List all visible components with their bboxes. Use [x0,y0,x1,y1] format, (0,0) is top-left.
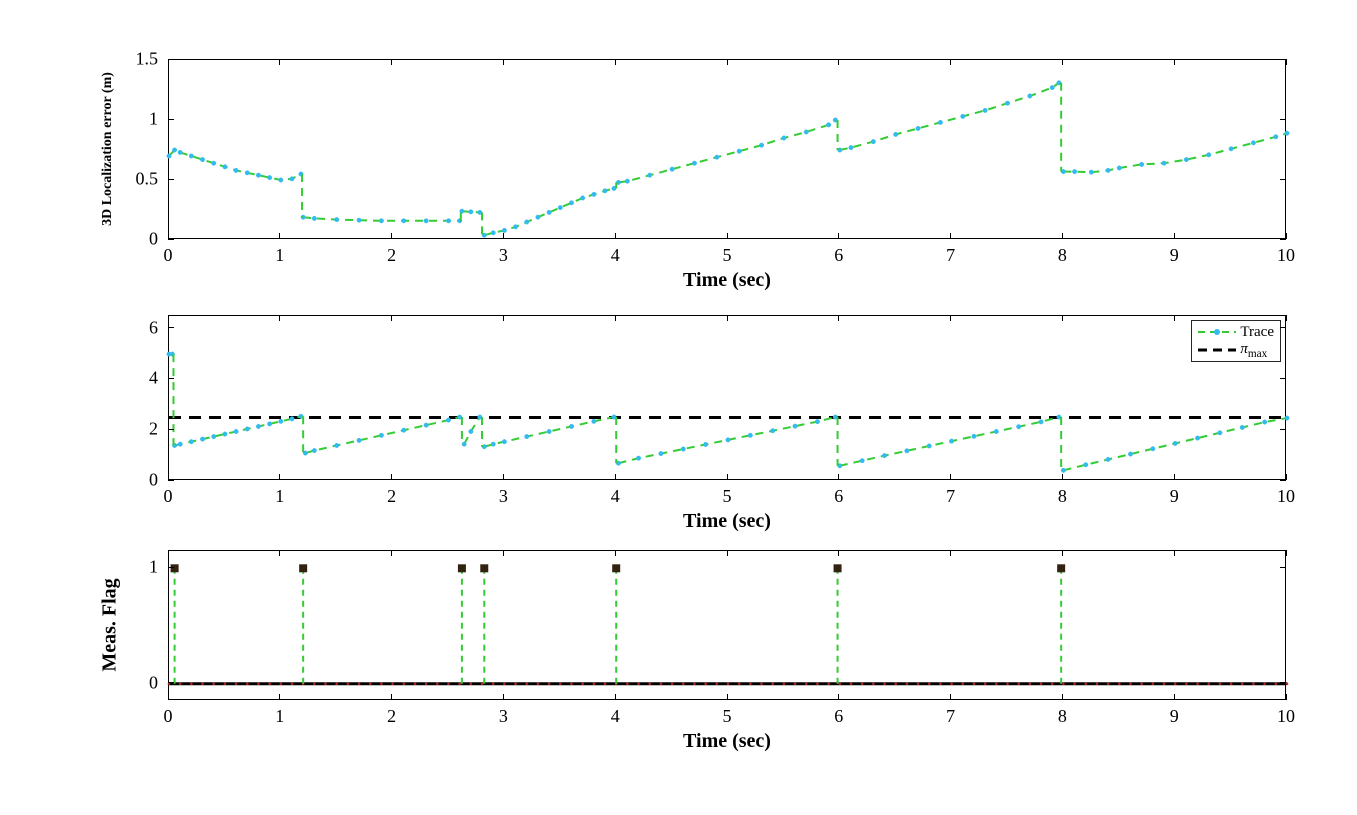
xtick-label: 4 [611,706,620,727]
xtick-label: 6 [834,706,843,727]
panel1-xlabel: Time (sec) [683,269,771,292]
xtick-label: 6 [834,486,843,507]
xtick-label: 0 [164,245,173,266]
xtick-label: 2 [387,706,396,727]
xtick-label: 9 [1170,486,1179,507]
ytick-label: 6 [149,317,158,338]
xtick-label: 0 [164,486,173,507]
panel3-plot [169,551,1287,701]
panel2-plot [169,316,1287,481]
ytick-label: 4 [149,368,158,389]
panel1-ylabel: 3D Localization error (m) [100,72,116,226]
xtick-label: 1 [275,706,284,727]
legend-item: Trace [1198,323,1274,341]
panel1-plot [169,60,1287,240]
xtick-label: 10 [1277,706,1295,727]
xtick-label: 1 [275,245,284,266]
xtick-label: 4 [611,486,620,507]
xtick-label: 3 [499,706,508,727]
xtick-label: 4 [611,245,620,266]
xtick-label: 10 [1277,245,1295,266]
xtick-label: 9 [1170,245,1179,266]
figure: 3D Localization error (m) Time (sec) Tra… [0,0,1357,815]
ytick-label: 0 [149,470,158,491]
legend-label: πmax [1240,341,1267,360]
ytick-label: 2 [149,419,158,440]
panel3-ylabel: Meas. Flag [99,578,122,671]
panel3-xlabel: Time (sec) [683,730,771,753]
xtick-label: 5 [723,245,732,266]
xtick-label: 8 [1058,486,1067,507]
panel-meas-flag [168,550,1286,700]
ytick-label: 1 [149,109,158,130]
legend-item: πmax [1198,341,1274,359]
xtick-label: 2 [387,486,396,507]
xtick-label: 5 [723,486,732,507]
ytick-label: 0 [149,672,158,693]
xtick-label: 0 [164,706,173,727]
xtick-label: 8 [1058,245,1067,266]
xtick-label: 7 [946,706,955,727]
xtick-label: 7 [946,486,955,507]
xtick-label: 10 [1277,486,1295,507]
xtick-label: 3 [499,486,508,507]
ytick-label: 0.5 [136,169,159,190]
xtick-label: 6 [834,245,843,266]
panel2-xlabel: Time (sec) [683,510,771,533]
panel2-legend: Traceπmax [1191,320,1281,362]
ytick-label: 0 [149,229,158,250]
xtick-label: 7 [946,245,955,266]
xtick-label: 9 [1170,706,1179,727]
ytick-label: 1.5 [136,49,159,70]
xtick-label: 3 [499,245,508,266]
legend-label: Trace [1240,324,1274,341]
xtick-label: 8 [1058,706,1067,727]
panel-trace: Traceπmax [168,315,1286,480]
panel-localization-error [168,59,1286,239]
xtick-label: 1 [275,486,284,507]
xtick-label: 5 [723,706,732,727]
xtick-label: 2 [387,245,396,266]
ytick-label: 1 [149,557,158,578]
